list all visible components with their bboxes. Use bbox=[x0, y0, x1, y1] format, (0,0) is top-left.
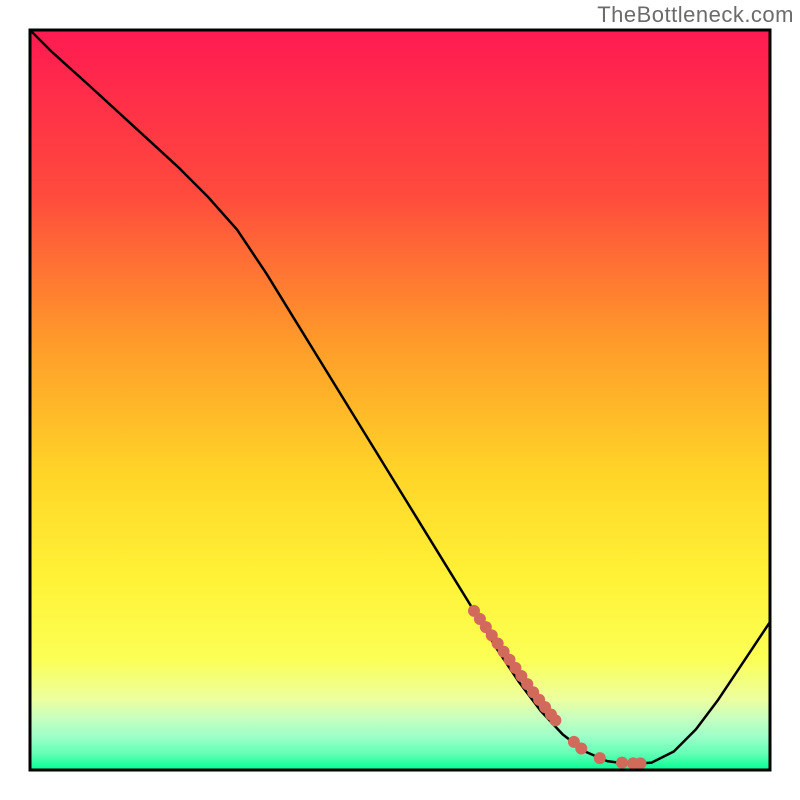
bottleneck-chart bbox=[0, 0, 800, 800]
watermark-text: TheBottleneck.com bbox=[597, 2, 794, 28]
highlight-point bbox=[594, 752, 606, 764]
highlight-point bbox=[549, 714, 561, 726]
chart-stage: TheBottleneck.com bbox=[0, 0, 800, 800]
plot-background bbox=[30, 30, 770, 770]
highlight-point bbox=[575, 743, 587, 755]
highlight-point bbox=[635, 757, 647, 769]
highlight-point bbox=[616, 757, 628, 769]
